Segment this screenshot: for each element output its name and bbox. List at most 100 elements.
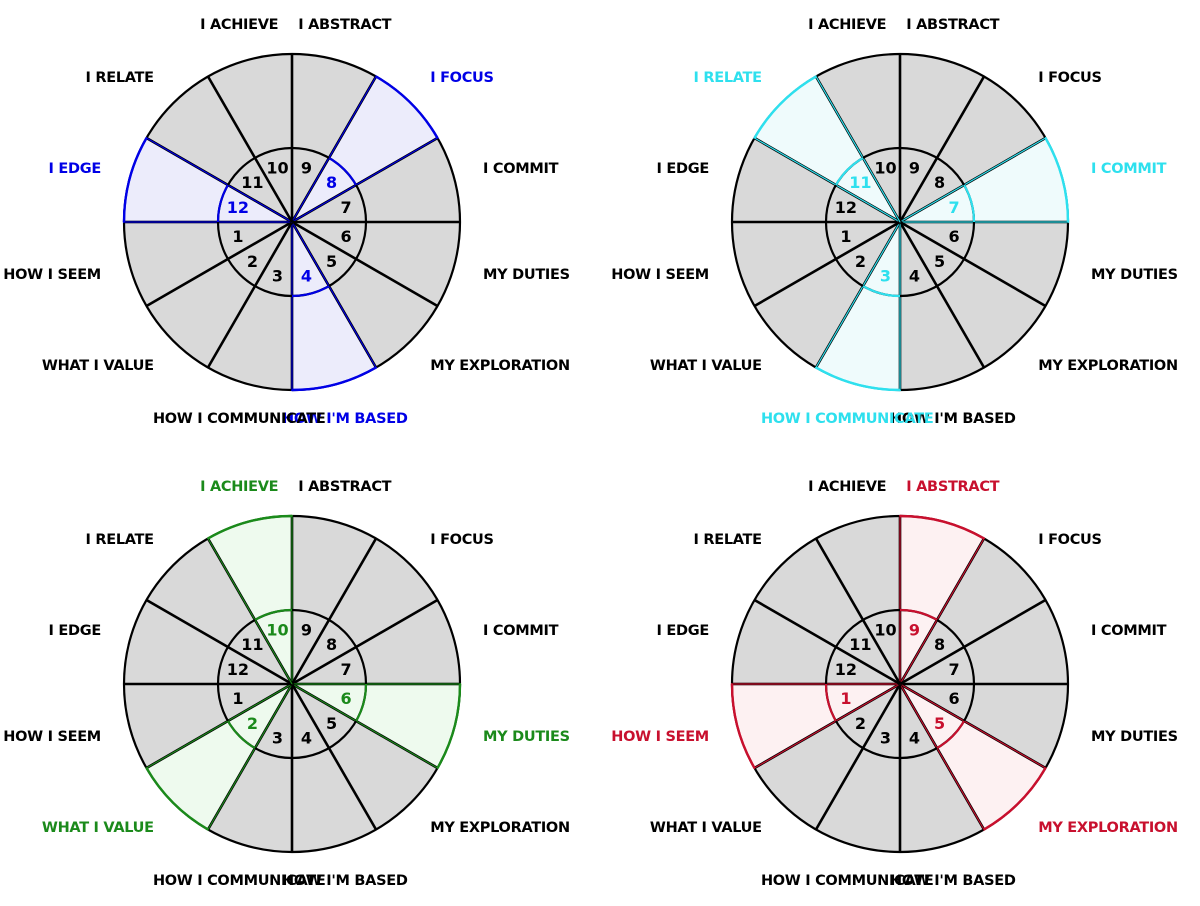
outer-arc-highlight [436,683,462,769]
inner-arc-highlight [226,720,256,750]
label-my-duties: MY DUTIES [1091,267,1178,283]
sector-number: 2 [247,714,258,733]
sector-number: 3 [880,267,891,286]
label-i-focus: I FOCUS [1038,70,1101,86]
sector-number: 3 [880,729,891,748]
outer-arc-highlight [1044,137,1070,223]
sector-number: 7 [949,198,960,217]
divider-accent [899,683,1046,769]
label-how-i-seem: HOW I SEEM [3,729,101,745]
divider-accent [291,76,377,223]
sector-number: 10 [874,620,896,639]
divider-line [899,220,1047,308]
sector-number: 10 [266,158,288,177]
outer-arc-highlight [375,75,439,139]
inner-arc-highlight [216,184,229,223]
sector-number: 4 [301,729,312,748]
label-what-i-value: WHAT I VALUE [650,820,762,836]
label-my-exploration: MY EXPLORATION [430,358,570,374]
label-i-relate: I RELATE [694,532,762,548]
label-i-abstract: I ABSTRACT [298,479,391,495]
sector-number: 11 [849,635,871,654]
sector-number: 1 [840,227,851,246]
label-i-commit: I COMMIT [483,623,559,639]
divider-line [291,220,439,308]
sector-number: 5 [934,252,945,271]
divider-accent [899,683,985,830]
divider-accent [207,683,293,830]
label-what-i-value: WHAT I VALUE [42,358,154,374]
label-what-i-value: WHAT I VALUE [650,358,762,374]
label-how-i-m-based: HOW I'M BASED [282,873,408,889]
label-my-exploration: MY EXPLORATION [430,820,570,836]
inner-arc-highlight [834,156,864,186]
label-i-relate: I RELATE [694,70,762,86]
sector-number: 8 [934,173,945,192]
label-i-commit: I COMMIT [1091,623,1167,639]
label-i-focus: I FOCUS [430,532,493,548]
label-i-abstract: I ABSTRACT [906,479,999,495]
divider-accent [291,221,377,368]
sector-number: 11 [849,173,871,192]
label-my-duties: MY DUTIES [1091,729,1178,745]
sector-number: 9 [909,158,920,177]
label-how-i-seem: HOW I SEEM [611,729,709,745]
sector-number: 2 [855,252,866,271]
divider-line [291,598,439,686]
sector-number: 3 [272,267,283,286]
divider-accent [899,137,1046,223]
divider-accent [291,683,438,769]
inner-arc-highlight [328,156,358,186]
label-how-i-communicate: HOW I COMMUNICATE [153,411,326,427]
sector-number: 10 [266,620,288,639]
label-how-i-communicate: HOW I COMMUNICATE [153,873,326,889]
sector-number: 7 [341,660,352,679]
sector-number: 9 [909,620,920,639]
inner-arc-highlight [355,683,368,722]
outer-arc-highlight [145,767,209,831]
sector-number: 9 [301,158,312,177]
label-how-i-m-based: HOW I'M BASED [890,873,1016,889]
outer-arc-highlight [207,514,293,540]
divider-line [753,220,901,308]
divider-accent [146,137,293,223]
sector-number: 12 [835,198,857,217]
sector-number: 3 [272,729,283,748]
sector-number: 9 [301,620,312,639]
sector-number: 7 [341,198,352,217]
sector-number: 12 [835,660,857,679]
sector-number: 6 [949,227,960,246]
inner-arc-highlight [862,285,901,298]
label-i-abstract: I ABSTRACT [906,17,999,33]
divider-line [899,598,1047,686]
label-i-relate: I RELATE [86,532,154,548]
sector-number: 8 [326,635,337,654]
label-my-exploration: MY EXPLORATION [1038,358,1178,374]
divider-line [290,537,378,685]
inner-arc-highlight [291,285,330,298]
divider-line [290,683,378,831]
divider-accent [291,137,438,223]
divider-line [898,221,986,369]
label-how-i-communicate: HOW I COMMUNICATE [761,873,934,889]
sector-number: 8 [934,635,945,654]
sector-number: 1 [232,689,243,708]
sector-number: 8 [326,173,337,192]
divider-line [814,683,902,831]
sector-number: 5 [326,714,337,733]
sector-number: 6 [949,689,960,708]
inner-arc-highlight [824,683,837,722]
sector-number: 6 [341,689,352,708]
divider-line [145,598,293,686]
divider-accent [815,76,901,223]
outer-arc-highlight [730,683,756,769]
divider-line [898,75,986,223]
divider-accent [754,137,901,223]
outer-arc-highlight [753,75,817,139]
sector-number: 6 [341,227,352,246]
